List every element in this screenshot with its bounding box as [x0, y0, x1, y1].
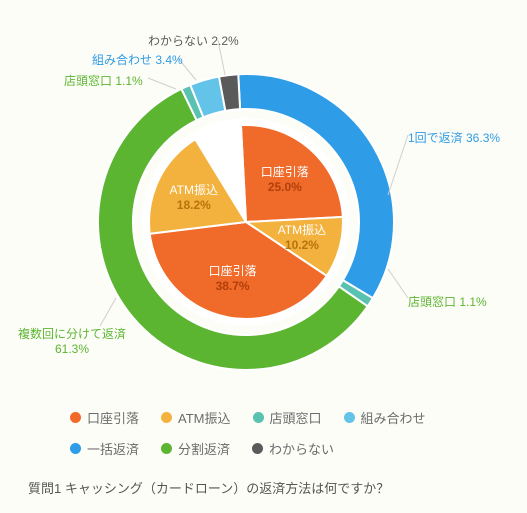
inner-slice-label: 口座引落25.0%	[251, 165, 319, 195]
legend-label: 一括返済	[87, 439, 139, 458]
legend-label: 分割返済	[178, 439, 230, 458]
callout-label: 組み合わせ 3.4%	[92, 51, 183, 68]
legend-row: 口座引落 ATM振込 店頭窓口 組み合わせ	[30, 408, 497, 427]
legend-label: 組み合わせ	[361, 408, 426, 427]
callout-label: わからない 2.2%	[148, 32, 239, 49]
legend-item: 一括返済	[70, 439, 139, 458]
legend-swatch	[70, 443, 81, 454]
legend: 口座引落 ATM振込 店頭窓口 組み合わせ 一括返済 分割返済 わからない	[0, 400, 527, 458]
legend-label: わからない	[269, 439, 334, 458]
legend-item: わからない	[252, 439, 334, 458]
legend-row: 一括返済 分割返済 わからない	[30, 439, 497, 458]
inner-slice-label: 口座引落38.7%	[199, 264, 267, 294]
legend-item: 店頭窓口	[253, 408, 322, 427]
legend-swatch	[253, 412, 264, 423]
legend-item: 組み合わせ	[344, 408, 426, 427]
legend-swatch	[161, 443, 172, 454]
legend-swatch	[252, 443, 263, 454]
donut-chart: 口座引落25.0% ATM振込10.2%口座引落38.7% ATM振込18.2% 1回…	[0, 0, 527, 400]
inner-slice-label: ATM振込18.2%	[160, 183, 228, 213]
inner-slice-label: ATM振込10.2%	[268, 223, 336, 253]
legend-swatch	[70, 412, 81, 423]
legend-label: 店頭窓口	[270, 408, 322, 427]
legend-item: ATM振込	[161, 408, 230, 427]
callout-label: 1回で返済 36.3%	[408, 129, 500, 146]
legend-label: ATM振込	[178, 408, 230, 427]
legend-item: 口座引落	[70, 408, 139, 427]
callout-label: 店頭窓口 1.1%	[408, 293, 487, 310]
legend-swatch	[344, 412, 355, 423]
callout-label: 店頭窓口 1.1%	[64, 72, 143, 89]
callout-label: 複数回に分けて返済61.3%	[18, 325, 126, 356]
caption: 質問1 キャッシング（カードローン）の返済方法は何ですか？	[0, 470, 527, 513]
legend-swatch	[161, 412, 172, 423]
legend-label: 口座引落	[87, 408, 139, 427]
legend-item: 分割返済	[161, 439, 230, 458]
